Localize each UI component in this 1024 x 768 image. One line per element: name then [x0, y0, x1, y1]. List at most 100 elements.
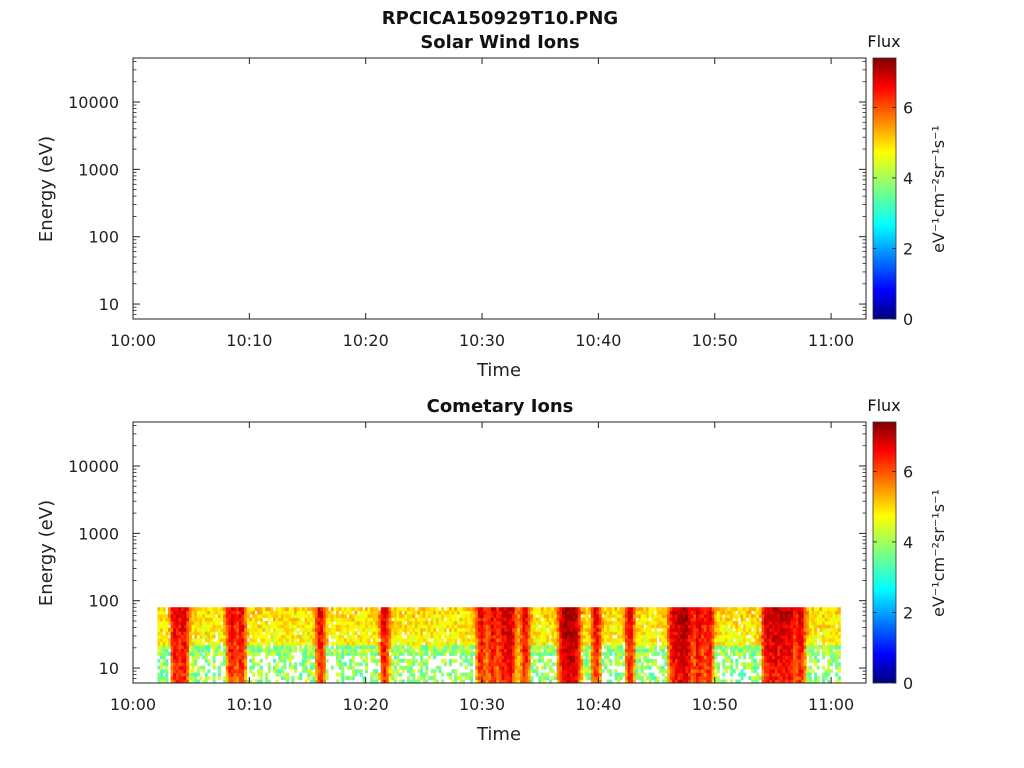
spectrogram-cell [530, 634, 534, 639]
y-axis-label: Energy (eV) [36, 136, 57, 242]
spectrogram-cell [430, 614, 434, 618]
spectrogram-cell [630, 610, 634, 615]
spectrogram-cell [561, 610, 565, 615]
spectrogram-cell [685, 669, 689, 674]
spectrogram-cell [806, 652, 810, 656]
spectrogram-cell [769, 676, 773, 680]
spectrogram-cell [732, 631, 736, 636]
spectrogram-cell [254, 679, 258, 683]
spectrogram-cell [795, 614, 799, 618]
spectrogram-cell [230, 679, 235, 683]
spectrogram-cell [483, 652, 487, 656]
spectrogram-cell [646, 648, 650, 653]
spectrogram-cell [273, 665, 277, 670]
spectrogram-cell [758, 641, 762, 646]
spectrogram-cell [582, 662, 587, 667]
spectrogram-cell [756, 641, 760, 646]
spectrogram-cell [751, 641, 755, 646]
spectrogram-cell [409, 614, 413, 618]
spectrogram-cell [798, 621, 802, 625]
spectrogram-cell [816, 665, 820, 670]
spectrogram-cell [438, 617, 442, 622]
spectrogram-cell [238, 676, 242, 680]
spectrogram-cell [496, 658, 500, 663]
spectrogram-cell [301, 648, 305, 653]
spectrogram-cell [364, 662, 368, 667]
spectrogram-cell [535, 648, 539, 653]
spectrogram-cell [170, 607, 174, 612]
spectrogram-cell [454, 617, 458, 622]
spectrogram-cell [774, 607, 778, 612]
spectrogram-cell [690, 679, 694, 683]
spectrogram-cell [399, 614, 403, 618]
spectrogram-cell [698, 634, 702, 639]
spectrogram-cell [701, 624, 705, 629]
spectrogram-cell [740, 672, 744, 677]
spectrogram-cell [191, 631, 195, 636]
spectrogram-cell [685, 621, 689, 625]
spectrogram-cell [427, 614, 432, 618]
spectrogram-cell [785, 672, 789, 677]
spectrogram-cell [585, 631, 589, 636]
spectrogram-cell [241, 648, 245, 653]
spectrogram-cell [265, 638, 269, 643]
spectrogram-cell [181, 624, 185, 629]
spectrogram-cell [596, 641, 600, 646]
spectrogram-cell [498, 607, 502, 612]
spectrogram-cell [456, 624, 460, 629]
spectrogram-cell [603, 645, 608, 649]
spectrogram-cell [548, 665, 552, 670]
spectrogram-cell [648, 607, 652, 612]
spectrogram-cell [194, 607, 198, 612]
spectrogram-cell [601, 638, 605, 643]
spectrogram-cell [406, 614, 411, 618]
spectrogram-cell [572, 617, 576, 622]
spectrogram-cell [451, 627, 455, 632]
spectrogram-cell [751, 662, 755, 667]
spectrogram-cell [793, 645, 797, 649]
spectrogram-cell [346, 627, 350, 632]
spectrogram-cell [640, 631, 644, 636]
spectrogram-cell [632, 617, 636, 622]
spectrogram-cell [254, 617, 258, 622]
spectrogram-cell [228, 621, 232, 625]
spectrogram-cell [265, 624, 269, 629]
spectrogram-cell [682, 648, 686, 653]
spectrogram-cell [441, 638, 445, 643]
spectrogram-cell [816, 617, 820, 622]
spectrogram-cell [317, 641, 321, 646]
spectrogram-cell [414, 638, 418, 643]
spectrogram-cell [664, 641, 668, 646]
spectrogram-cell [525, 634, 529, 639]
spectrogram-cell [822, 627, 826, 632]
spectrogram-cell [204, 631, 208, 636]
spectrogram-cell [593, 627, 597, 632]
spectrogram-cell [199, 634, 203, 639]
spectrogram-cell [543, 648, 547, 653]
x-tick-label: 10:30 [459, 331, 505, 350]
spectrogram-cell [730, 610, 734, 615]
spectrogram-cell [509, 648, 513, 653]
spectrogram-cell [556, 662, 560, 667]
spectrogram-cell [391, 662, 395, 667]
spectrogram-cell [167, 645, 171, 649]
spectrogram-cell [283, 607, 287, 612]
spectrogram-cell [354, 614, 358, 618]
spectrogram-cell [496, 638, 500, 643]
spectrogram-cell [693, 679, 697, 683]
spectrogram-cell [406, 676, 411, 680]
spectrogram-cell [228, 638, 232, 643]
spectrogram-cell [346, 621, 350, 625]
spectrogram-cell [782, 662, 786, 667]
spectrogram-cell [596, 662, 600, 667]
spectrogram-cell [393, 645, 397, 649]
spectrogram-cell [716, 631, 720, 636]
spectrogram-cell [772, 672, 776, 677]
spectrogram-cell [265, 610, 269, 615]
spectrogram-cell [648, 676, 652, 680]
spectrogram-cell [695, 610, 699, 615]
spectrogram-cell [401, 621, 405, 625]
spectrogram-cell [244, 662, 248, 667]
spectrogram-cell [454, 658, 458, 663]
spectrogram-cell [317, 638, 321, 643]
